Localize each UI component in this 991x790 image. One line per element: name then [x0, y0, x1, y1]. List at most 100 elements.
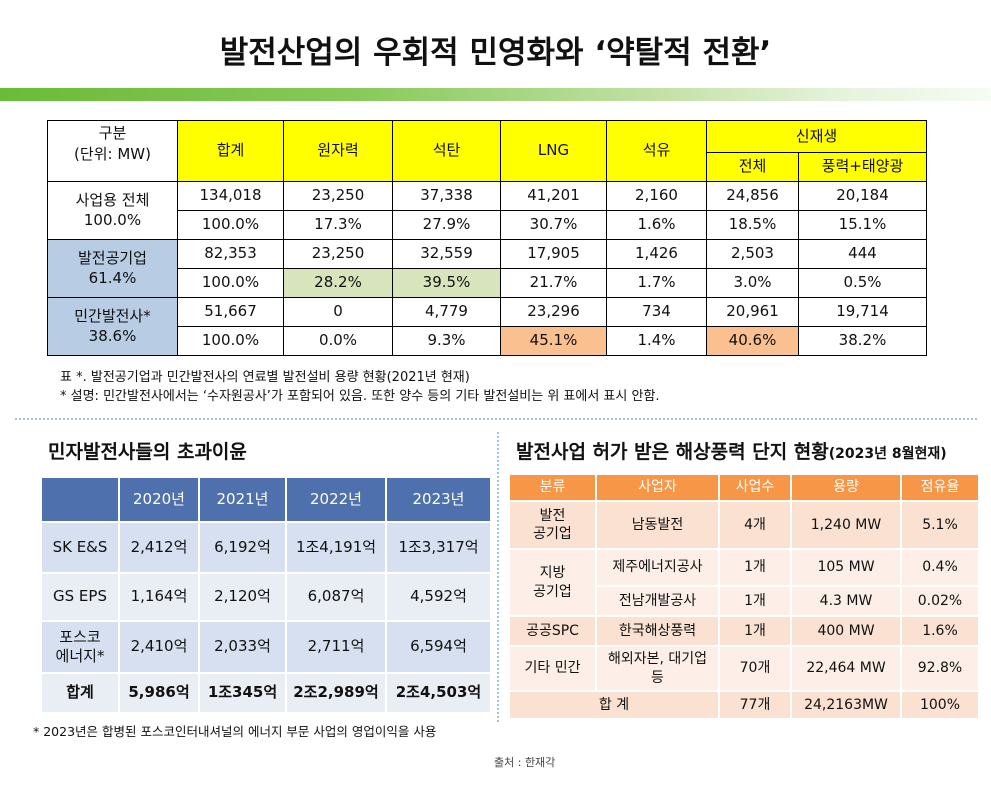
capacity-cell: 444 [798, 239, 927, 269]
capacity-cell: 105 MW [790, 548, 902, 587]
operator-cell: 남동발전 [595, 500, 720, 550]
capacity-cell: 24,856 [706, 181, 799, 211]
profit-cell: 4,592억 [385, 572, 492, 622]
operator-line: 해외자본, 대기업 [607, 651, 708, 668]
category-label: 구분 [98, 124, 127, 142]
profit-row-posco-energy: 포스코 에너지* 2,410억 2,033억 2,711억 6,594억 [40, 620, 492, 674]
percent-cell-highlight: 45.1% [500, 326, 607, 356]
capacity-row-public: 발전공기업 61.4% 82,353 23,250 32,559 17,905 … [47, 239, 927, 298]
excess-profit-heading: 민자발전사들의 초과이윤 [48, 441, 247, 463]
year-header-cell: 2023년 [385, 476, 492, 523]
title-underline-bar [0, 88, 991, 101]
percent-cell: 100.0% [177, 210, 284, 240]
section-divider-horizontal [15, 418, 977, 420]
capacity-cell: 23,250 [283, 181, 393, 211]
count-cell: 4개 [718, 500, 792, 550]
capacity-table: 구분 (단위: MW) 합계 원자력 석탄 LNG 석유 신재생 전체 풍력+태… [47, 120, 927, 356]
company-name-line: 에너지* [55, 647, 105, 665]
percent-cell: 21.7% [500, 268, 607, 298]
percent-cell-highlight: 39.5% [392, 268, 501, 298]
percent-cell: 1.4% [606, 326, 707, 356]
header-renewable: 신재생 [706, 120, 927, 153]
profit-cell: 6,192억 [198, 521, 287, 574]
header-oil: 석유 [606, 120, 707, 182]
header-coal: 석탄 [392, 120, 501, 182]
percent-cell: 1.6% [606, 210, 707, 240]
excess-profit-note: * 2023년은 합병된 포스코인터내셔널의 에너지 부문 사업의 영업이익을 … [33, 724, 437, 739]
share-cell: 100% [900, 690, 980, 720]
row-share: 100.0% [83, 210, 142, 229]
percent-cell: 17.3% [283, 210, 393, 240]
wind-row-local-public-1: 지방 공기업 제주에너지공사 1개 105 MW 0.4% [508, 548, 980, 617]
share-cell: 0.02% [900, 585, 980, 617]
percent-row-all: 100.0% 17.3% 27.9% 30.7% 1.6% 18.5% 15.1… [48, 210, 927, 240]
share-cell: 5.1% [900, 500, 980, 550]
profit-row-sk-es: SK E&S 2,412억 6,192억 1조4,191억 1조3,317억 [40, 521, 492, 574]
row-label: 발전공기업 [77, 249, 147, 267]
capacity-subheader-row: 전체 풍력+태양광 [48, 152, 927, 182]
corner-header-cell: 구분 (단위: MW) [47, 120, 178, 182]
percent-cell: 0.5% [798, 268, 927, 298]
percent-row-private: 100.0% 0.0% 9.3% 45.1% 1.4% 40.6% 38.2% [48, 326, 927, 356]
capacity-cell: 20,184 [798, 181, 927, 211]
profit-row-total: 합계 5,986억 1조345억 2조2,989억 2조4,503억 [40, 672, 492, 714]
header-total: 합계 [177, 120, 284, 182]
offshore-wind-heading: 발전사업 허가 받은 해상풍력 단지 현황(2023년 8월현재) [516, 437, 947, 464]
percent-cell-highlight: 40.6% [706, 326, 799, 356]
profit-row-gs-eps: GS EPS 1,164억 2,120억 6,087억 4,592억 [40, 572, 492, 622]
offshore-wind-table: 분류 사업자 사업수 용량 점유율 발전 공기업 남동발전 4개 1,240 M… [508, 473, 980, 720]
percent-cell: 27.9% [392, 210, 501, 240]
category-cell: 지방 공기업 [508, 548, 597, 617]
wind-row-public-spc: 공공SPC 한국해상풍력 1개 400 MW 1.6% [508, 615, 980, 647]
header-nuclear: 원자력 [283, 120, 393, 182]
category-line: 공기업 [533, 583, 572, 600]
capacity-cell: 23,296 [500, 297, 607, 327]
category-cell: 발전 공기업 [508, 500, 597, 550]
operator-cell: 제주에너지공사 [595, 548, 720, 587]
company-name-line: 포스코 [59, 627, 101, 646]
unit-label: (단위: MW) [74, 145, 151, 163]
operator-line: 등 [651, 669, 664, 686]
profit-total-cell: 1조345억 [198, 672, 287, 714]
count-cell: 77개 [718, 690, 792, 720]
percent-cell: 1.7% [606, 268, 707, 298]
capacity-row-all: 사업용 전체 100.0% 134,018 23,250 37,338 41,2… [47, 181, 927, 240]
company-cell: GS EPS [40, 572, 120, 622]
year-header-cell: 2022년 [285, 476, 387, 523]
offshore-wind-title: 발전사업 허가 받은 해상풍력 단지 현황 [516, 441, 829, 463]
year-header-cell: 2020년 [118, 476, 200, 523]
capacity-cell: 1,240 MW [790, 500, 902, 550]
row-share: 38.6% [88, 326, 137, 345]
operator-cell: 해외자본, 대기업 등 [595, 645, 720, 692]
profit-cell: 2,412억 [118, 521, 200, 574]
profit-total-cell: 2조2,989억 [285, 672, 387, 714]
capacity-cell: 82,353 [177, 239, 284, 269]
profit-cell: 6,087억 [285, 572, 387, 622]
capacity-cell: 23,250 [283, 239, 393, 269]
header-share: 점유율 [900, 473, 980, 502]
year-header-cell: 2021년 [198, 476, 287, 523]
capacity-cell: 1,426 [606, 239, 707, 269]
table-notes: 표 *. 발전공기업과 민간발전사의 연료별 발전설비 용량 현황(2021년 … [60, 368, 660, 406]
capacity-cell: 20,961 [706, 297, 799, 327]
source-credit: 출처 : 한재각 [494, 756, 556, 769]
page-title: 발전산업의 우회적 민영화와 ‘약탈적 전환’ [219, 35, 772, 71]
capacity-cell: 2,160 [606, 181, 707, 211]
percent-cell: 18.5% [706, 210, 799, 240]
profit-cell: 6,594억 [385, 620, 492, 674]
wind-row-local-public-2: 전남개발공사 1개 4.3 MW 0.02% [509, 585, 980, 617]
category-line: 지방 [539, 565, 566, 582]
table-explanation: * 설명: 민간발전사에서는 ‘수자원공사’가 포함되어 있음. 또한 양수 등… [60, 389, 660, 404]
wind-row-power-public: 발전 공기업 남동발전 4개 1,240 MW 5.1% [508, 500, 980, 550]
category-cell: 기타 민간 [508, 645, 597, 692]
capacity-cell: 19,714 [798, 297, 927, 327]
profit-total-cell: 5,986억 [118, 672, 200, 714]
percent-cell: 15.1% [798, 210, 927, 240]
percent-cell: 3.0% [706, 268, 799, 298]
total-label-cell: 합 계 [508, 690, 720, 720]
row-share: 61.4% [88, 268, 137, 287]
row-label-cell: 민간발전사* 38.6% [47, 297, 178, 356]
operator-cell: 한국해상풍력 [595, 615, 720, 647]
excess-profit-table: 2020년 2021년 2022년 2023년 SK E&S 2,412억 6,… [40, 476, 492, 714]
percent-cell: 100.0% [177, 326, 284, 356]
